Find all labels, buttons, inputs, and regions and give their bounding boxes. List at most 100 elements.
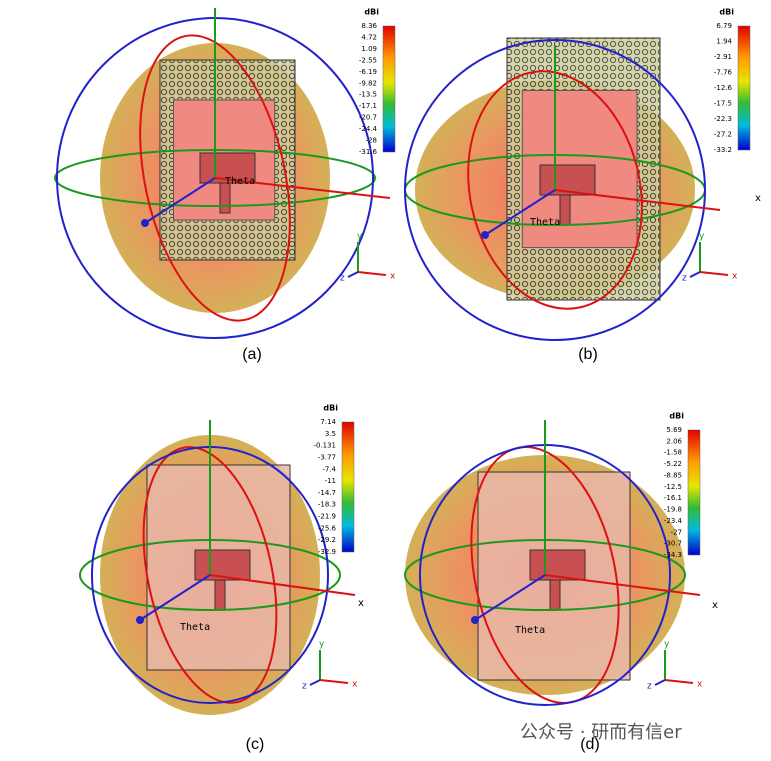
z-axis — [484, 189, 556, 236]
colorbar-tick-label: -29.2 — [318, 536, 336, 544]
triad-x — [699, 271, 729, 276]
colorbar-tick-label: 5.69 — [666, 426, 682, 434]
colorbar-tick-label: -23.4 — [664, 517, 683, 525]
colorbar-tick-label: -6.19 — [359, 68, 377, 76]
colorbar-tick-label: -18.3 — [318, 501, 336, 509]
colorbar-tick-label: -8.85 — [664, 471, 682, 479]
colorbar-tick-label: -5.22 — [664, 460, 682, 468]
triad-z-label: z — [340, 274, 345, 284]
z-axis-dot — [481, 231, 489, 239]
triad-z — [309, 679, 321, 686]
x-axis — [214, 177, 391, 199]
colorbar-tick-label: -27 — [671, 528, 682, 536]
panel: x Theta y x z dBi 7.14 3.5 -0.131 -3.77 -7.4 -11 -14… — [79, 404, 364, 753]
colorbar-tick-label: -27.2 — [714, 131, 732, 139]
triad-x — [319, 679, 349, 684]
colorbar-tick-label: -11 — [325, 477, 336, 485]
colorbar — [341, 421, 355, 553]
colorbar-tick-label: -7.76 — [714, 69, 733, 77]
colorbar — [737, 25, 751, 151]
triad-y-label: y — [699, 232, 705, 242]
patch — [194, 549, 251, 581]
colorbar-tick-label: 8.36 — [361, 22, 377, 30]
colorbar — [687, 429, 701, 556]
caption: (c) — [246, 736, 265, 753]
colorbar-tick-label: -34.3 — [664, 551, 682, 559]
triad-x — [357, 271, 387, 276]
red-ring — [467, 70, 643, 310]
triad-x-label: x — [697, 680, 703, 690]
triad-x-label: x — [732, 272, 738, 282]
caption: (b) — [578, 346, 598, 363]
x-axis — [209, 574, 356, 596]
colorbar-tick-label: -22.3 — [714, 115, 732, 123]
colorbar-tick-label: -28 — [366, 137, 377, 145]
z-axis — [144, 177, 216, 224]
colorbar-tick-label: -3.77 — [318, 453, 336, 461]
colorbar-tick-label: -9.82 — [359, 79, 377, 87]
colorbar-tick-label: -12.6 — [714, 84, 733, 92]
colorbar-tick-label: -17.1 — [359, 102, 377, 110]
theta-label: Theta — [530, 217, 560, 228]
triad-z — [347, 271, 359, 278]
patch — [199, 152, 256, 184]
panel: x Theta y x z dBi 5.69 2.06 -1.58 -5.22 -8.85 -12.5… — [404, 412, 718, 753]
colorbar-unit: dBi — [364, 8, 379, 17]
colorbar-unit: dBi — [719, 8, 734, 17]
panel: x Theta y x z dBi 6.79 1.94 -2.91 -7.76 -12.6 -17.5… — [404, 8, 761, 363]
triad-x — [664, 679, 694, 684]
triad-y-label: y — [357, 232, 363, 242]
substrate — [146, 464, 291, 671]
colorbar-tick-label: -30.7 — [664, 540, 682, 548]
theta-label: Theta — [180, 622, 210, 633]
colorbar-tick-label: 4.72 — [361, 33, 377, 41]
triad-z-label: z — [302, 682, 307, 692]
red-ring — [142, 446, 278, 704]
blue-ring — [404, 39, 706, 341]
colorbar-tick-label: -25.6 — [318, 524, 337, 532]
triad-y-label: y — [319, 640, 325, 650]
triad-y-label: y — [664, 640, 670, 650]
x-axis-label: x — [755, 193, 761, 204]
x-axis-label: x — [358, 598, 364, 609]
colorbar — [382, 25, 396, 153]
colorbar-tick-label: -2.91 — [714, 53, 732, 61]
z-axis — [139, 574, 211, 621]
z-axis — [474, 574, 546, 621]
z-axis-dot — [136, 616, 144, 624]
colorbar-tick-label: -31.6 — [359, 148, 378, 156]
colorbar-tick-label: -24.4 — [359, 125, 378, 133]
patch — [529, 549, 586, 581]
feed — [219, 182, 231, 214]
colorbar-tick-label: -1.58 — [664, 449, 682, 457]
x-axis — [544, 574, 701, 596]
colorbar-tick-label: -0.131 — [313, 442, 336, 450]
colorbar-tick-label: 3.5 — [325, 430, 336, 438]
caption: (d) — [580, 736, 600, 753]
theta-label: Theta — [225, 176, 255, 187]
z-axis-dot — [471, 616, 479, 624]
colorbar-unit: dBi — [323, 404, 338, 413]
colorbar-tick-label: -7.4 — [322, 465, 336, 473]
watermark: 公众号 · 研而有信er — [520, 722, 682, 743]
triad-z-label: z — [647, 682, 652, 692]
caption: (a) — [242, 346, 262, 363]
colorbar-tick-label: -16.1 — [664, 494, 682, 502]
colorbar-tick-label: 2.06 — [666, 437, 682, 445]
colorbar-tick-label: -14.7 — [318, 489, 336, 497]
triad-x-label: x — [352, 680, 358, 690]
red-ring — [139, 34, 291, 322]
triad-z — [654, 679, 666, 686]
colorbar-tick-label: -13.5 — [359, 91, 377, 99]
triad-x-label: x — [390, 272, 396, 282]
colorbar-unit: dBi — [669, 412, 684, 421]
colorbar-tick-label: 6.79 — [716, 22, 732, 30]
colorbar-tick-label: -21.9 — [318, 513, 336, 521]
colorbar-tick-label: -33.2 — [714, 146, 732, 154]
x-axis — [554, 189, 721, 211]
theta-label: Theta — [515, 625, 545, 636]
colorbar-tick-label: -20.7 — [359, 114, 377, 122]
colorbar-tick-label: 7.14 — [320, 418, 336, 426]
feed — [214, 579, 226, 611]
